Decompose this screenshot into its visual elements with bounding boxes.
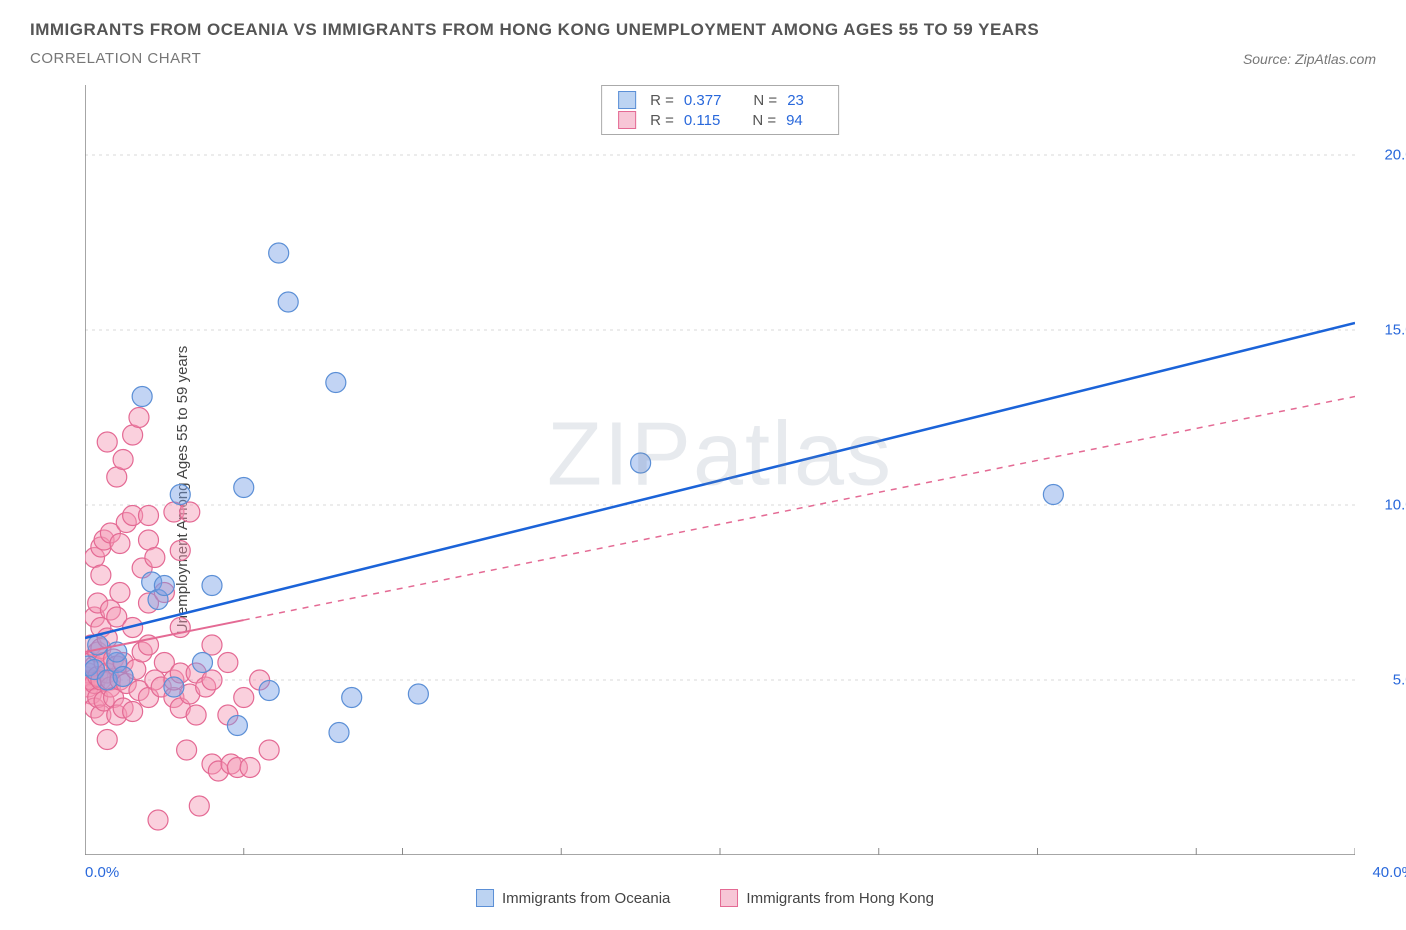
legend-swatch-hongkong <box>720 889 738 907</box>
n-value-oceania: 23 <box>787 92 804 109</box>
swatch-hongkong <box>618 111 636 129</box>
r-label: R = <box>650 92 674 109</box>
swatch-oceania <box>618 91 636 109</box>
scatter-svg <box>85 85 1355 855</box>
stats-row-oceania: R = 0.377 N = 23 <box>618 90 822 110</box>
series-legend: Immigrants from Oceania Immigrants from … <box>476 889 934 907</box>
source-attribution: Source: ZipAtlas.com <box>1243 51 1376 67</box>
r-label: R = <box>650 112 674 129</box>
x-tick-min: 0.0% <box>85 864 119 881</box>
y-tick-label: 5.0% <box>1393 672 1406 689</box>
y-tick-label: 15.0% <box>1384 322 1406 339</box>
r-value-oceania: 0.377 <box>684 92 722 109</box>
legend-item-oceania: Immigrants from Oceania <box>476 889 670 907</box>
legend-label-oceania: Immigrants from Oceania <box>502 890 670 907</box>
n-label: N = <box>752 112 776 129</box>
y-tick-label: 20.0% <box>1384 147 1406 164</box>
r-value-hongkong: 0.115 <box>684 112 720 129</box>
chart-title: IMMIGRANTS FROM OCEANIA VS IMMIGRANTS FR… <box>30 20 1376 40</box>
legend-label-hongkong: Immigrants from Hong Kong <box>746 890 934 907</box>
legend-item-hongkong: Immigrants from Hong Kong <box>720 889 934 907</box>
y-tick-label: 10.0% <box>1384 497 1406 514</box>
subtitle-row: CORRELATION CHART Source: ZipAtlas.com <box>30 50 1376 67</box>
x-tick-max: 40.0% <box>1372 864 1406 881</box>
stats-row-hongkong: R = 0.115 N = 94 <box>618 110 822 130</box>
plot-area: ZIPatlas R = 0.377 N = 23 R = 0.115 N = … <box>85 85 1355 855</box>
chart-subtitle: CORRELATION CHART <box>30 50 201 67</box>
n-value-hongkong: 94 <box>786 112 803 129</box>
chart-container: Unemployment Among Ages 55 to 59 years Z… <box>30 75 1380 905</box>
chart-header: IMMIGRANTS FROM OCEANIA VS IMMIGRANTS FR… <box>30 20 1376 67</box>
legend-swatch-oceania <box>476 889 494 907</box>
stats-legend: R = 0.377 N = 23 R = 0.115 N = 94 <box>601 85 839 135</box>
n-label: N = <box>753 92 777 109</box>
